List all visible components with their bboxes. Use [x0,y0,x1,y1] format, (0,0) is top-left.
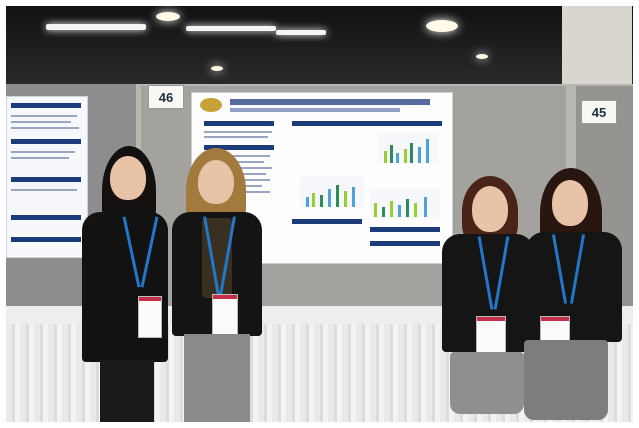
chart-bar [410,143,413,163]
chart-bar [328,189,331,207]
poster-chart [378,133,438,163]
poster-section-bar [11,103,81,108]
chart-bar [384,151,387,163]
poster-chart [370,189,440,217]
chart-bar [374,203,377,217]
chart-bar [390,201,393,217]
black-blazer [82,212,168,362]
chart-bar [306,197,309,207]
chart-bar [414,203,417,217]
left-poster [6,96,88,258]
chart-bar [404,149,407,163]
ceiling-light-strip [276,30,326,35]
poster-section-bar [11,177,81,182]
poster-section-bar [292,121,442,126]
badge-stripe [139,297,161,301]
poster-authors-block [230,108,400,112]
board-number-45: 45 [581,100,617,124]
chart-bar [424,197,427,217]
chart-bar [406,199,409,217]
chart-bar [312,193,315,207]
ceiling-light-strip [186,26,276,31]
board-number-46: 46 [148,85,184,109]
poster-text [204,155,270,157]
chart-bar [382,207,385,217]
poster-text [204,131,272,133]
chart-bar [336,185,339,207]
name-badge [138,296,162,338]
person-3 [434,176,534,422]
poster-section-bar [370,241,440,246]
chart-bar [352,187,355,207]
person-2 [166,148,266,422]
poster-text [11,151,75,153]
ceiling [6,6,633,86]
poster-chart [300,177,364,207]
poster-text [11,121,71,123]
badge-stripe [477,317,505,321]
poster-section-bar [292,219,362,224]
poster-title-block [230,99,430,105]
face [552,180,588,226]
face [472,186,508,232]
chart-bar [398,205,401,217]
poster-text [11,127,79,129]
gray-trousers [184,334,250,422]
pillar [562,6,632,86]
research-poster [191,92,453,264]
chart-bar [396,153,399,163]
chart-bar [390,145,393,163]
name-badge [212,294,238,336]
ceiling-light-strip [46,24,146,30]
gray-skirt [524,340,608,420]
poster-section-bar [11,237,81,242]
badge-stripe [541,317,569,321]
face [110,156,146,200]
photo-frame: 46 45 [6,6,633,422]
person-4 [514,168,626,422]
poster-text [204,136,268,138]
chart-bar [344,191,347,207]
poster-section-bar [370,227,440,232]
ceiling-spotlight [476,54,488,59]
chart-bar [320,195,323,207]
face [198,160,234,204]
poster-text [11,115,77,117]
ceiling-spotlight [426,20,458,32]
poster-section-bar [11,139,81,144]
ceiling-spotlight [156,12,180,21]
chart-bar [426,139,429,163]
poster-text [11,157,69,159]
gray-skirt [450,352,524,414]
poster-section-bar [204,121,274,126]
ceiling-spotlight [211,66,223,71]
poster-logo [200,98,222,112]
name-badge [476,316,506,358]
poster-section-bar [204,145,274,150]
person-1 [74,146,174,422]
poster-section-bar [11,215,81,220]
badge-stripe [213,295,237,299]
poster-text [11,189,77,191]
legs [100,360,154,422]
chart-bar [418,147,421,163]
